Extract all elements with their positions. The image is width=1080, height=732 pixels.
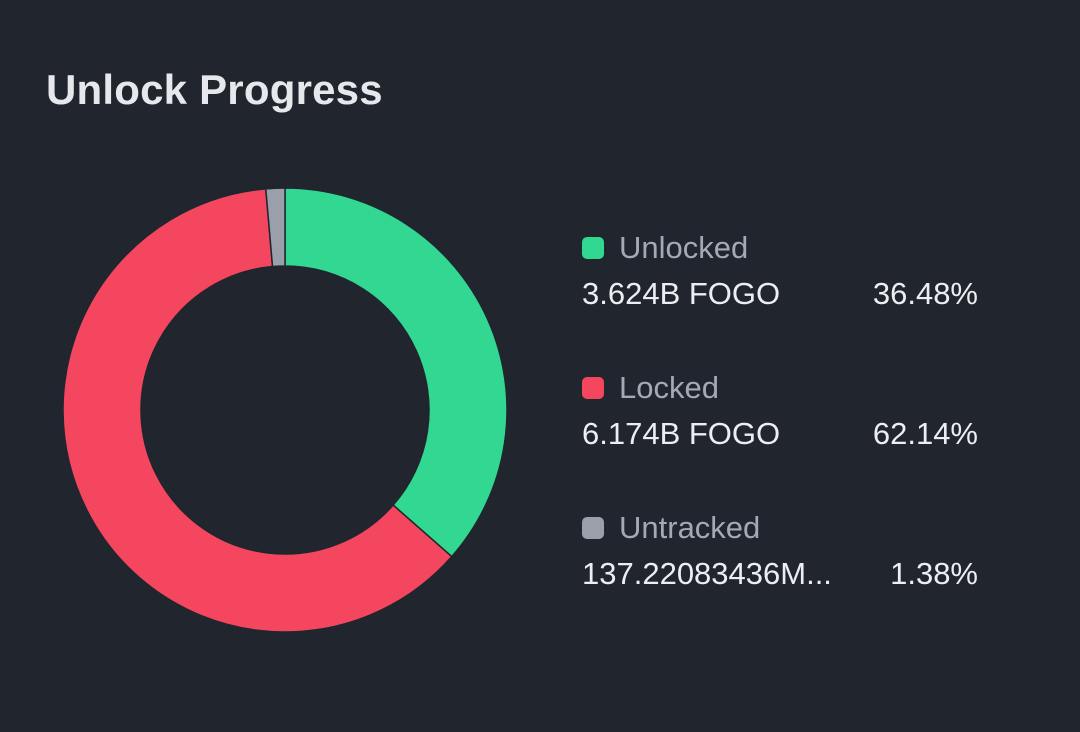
legend-item-locked[interactable]: Locked 6.174B FOGO 62.14% <box>582 368 1002 458</box>
legend-label-locked: Locked <box>619 370 719 405</box>
donut-slice-locked[interactable] <box>62 188 453 633</box>
legend-head: Locked <box>582 368 719 408</box>
legend-percent-locked: 62.14% <box>872 416 978 451</box>
legend-amount-unlocked: 3.624B FOGO <box>582 276 781 311</box>
donut-chart <box>62 187 508 633</box>
legend-swatch-locked <box>582 377 604 399</box>
legend-percent-untracked: 1.38% <box>890 556 978 591</box>
legend-swatch-untracked <box>582 517 604 539</box>
legend-label-unlocked: Unlocked <box>619 230 749 265</box>
legend-amount-untracked: 137.22083436M... <box>582 556 832 591</box>
chart-title: Unlock Progress <box>46 66 383 113</box>
legend-head: Unlocked <box>582 228 748 268</box>
legend-amount-locked: 6.174B FOGO <box>582 416 781 451</box>
legend-label-untracked: Untracked <box>619 510 761 545</box>
legend-item-untracked[interactable]: Untracked 137.22083436M... 1.38% <box>582 508 1002 598</box>
legend-percent-unlocked: 36.48% <box>872 276 978 311</box>
legend-item-unlocked[interactable]: Unlocked 3.624B FOGO 36.48% <box>582 228 1002 318</box>
legend-head: Untracked <box>582 508 760 548</box>
donut-slice-unlocked[interactable] <box>284 187 508 558</box>
legend-swatch-unlocked <box>582 237 604 259</box>
donut-slice-untracked[interactable] <box>264 187 286 268</box>
